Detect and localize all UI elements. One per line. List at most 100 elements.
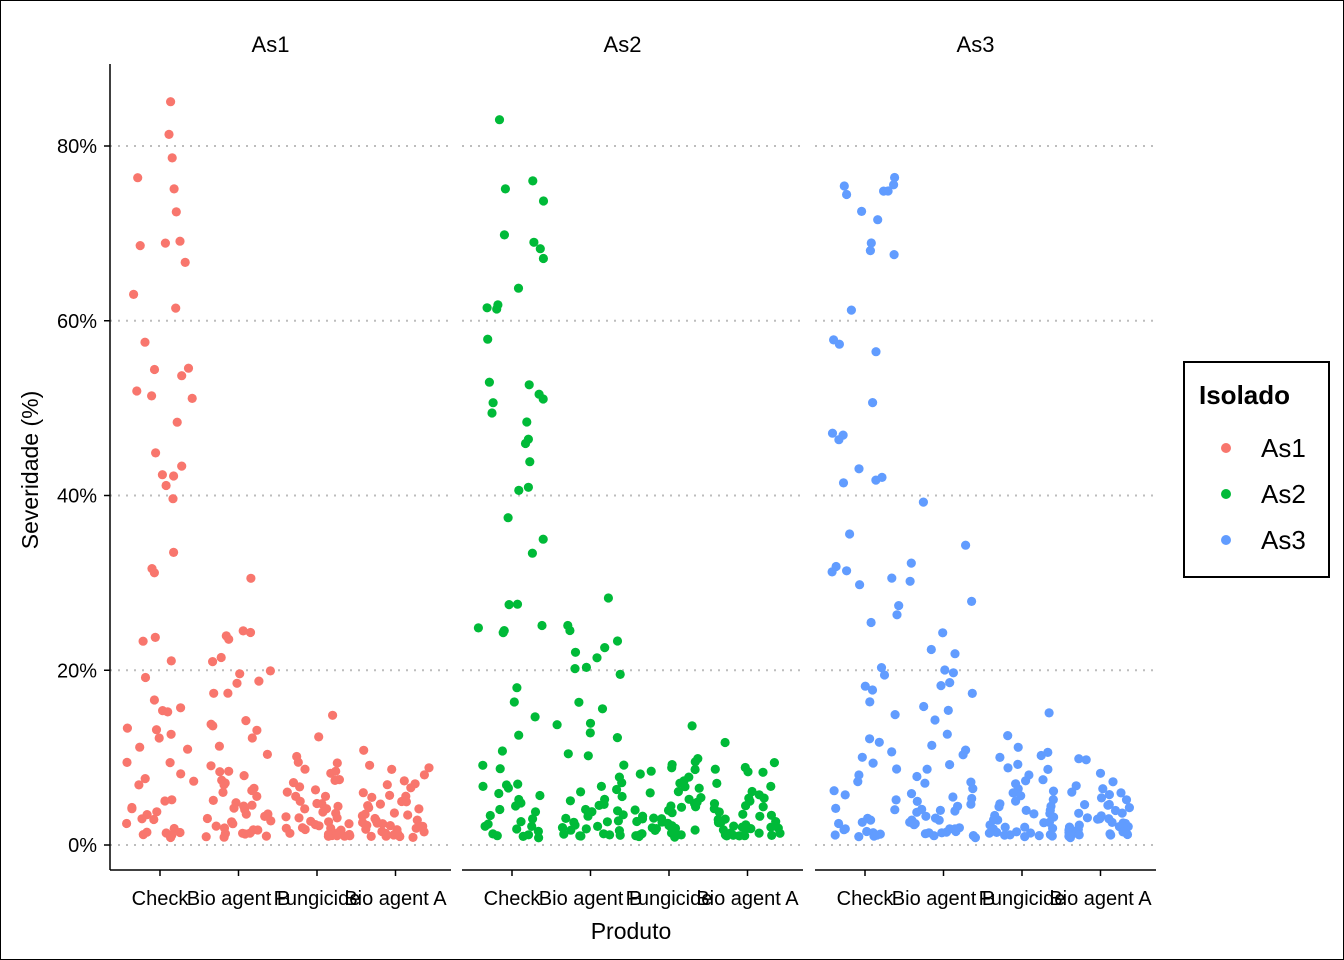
point-As2-check [510, 801, 521, 811]
point-As3-check [867, 685, 878, 695]
point-As1-check [175, 236, 185, 246]
point-As3-fungicide [1011, 796, 1021, 806]
point-As2-fungicide [667, 763, 677, 773]
point-As3-check [871, 475, 881, 485]
x-tick-label: Check [132, 888, 190, 910]
point-As3-bio-agent-a [1096, 793, 1107, 803]
point-As1-bio-agent-b [266, 816, 276, 826]
point-As2-bio-agent-a [720, 737, 730, 748]
legend-key-As2 [1221, 489, 1231, 499]
point-As1-check [134, 780, 144, 790]
point-As1-fungicide [282, 787, 292, 797]
point-As2-bio-agent-b [583, 751, 593, 761]
point-As2-bio-agent-a [743, 767, 753, 777]
point-As3-check [866, 617, 876, 628]
point-As3-check [865, 697, 875, 707]
point-As1-bio-agent-b [224, 766, 234, 776]
point-As2-check [504, 600, 514, 610]
point-As3-bio-agent-b [920, 778, 930, 788]
point-As1-bio-agent-b [228, 819, 238, 829]
point-As2-bio-agent-a [766, 822, 776, 832]
point-As3-check [834, 339, 845, 349]
point-As2-check [497, 746, 507, 756]
point-As1-bio-agent-b [208, 657, 218, 667]
point-As2-bio-agent-a [713, 818, 724, 828]
facet-label: As1 [252, 32, 290, 57]
x-tick-label: Fungicide [274, 888, 361, 910]
point-As2-bio-agent-a [720, 830, 731, 840]
point-As1-check [166, 656, 176, 666]
point-As3-check [830, 830, 840, 840]
point-As3-bio-agent-a [1064, 831, 1074, 841]
point-As1-bio-agent-b [241, 716, 251, 726]
point-As3-check [857, 752, 867, 762]
point-As2-bio-agent-b [574, 697, 584, 707]
point-As2-bio-agent-b [617, 778, 627, 788]
point-As3-bio-agent-a [1093, 814, 1103, 824]
point-As3-check [866, 238, 876, 248]
point-As3-check [889, 250, 899, 260]
point-As3-bio-agent-a [1081, 755, 1091, 765]
point-As2-check [520, 438, 531, 449]
point-As2-check [530, 712, 540, 722]
point-As2-fungicide [670, 832, 680, 842]
point-As3-check [827, 567, 837, 577]
point-As2-bio-agent-b [597, 704, 608, 714]
point-As2-bio-agent-b [581, 824, 591, 834]
point-As2-check [482, 303, 492, 313]
point-As1-bio-agent-a [406, 783, 416, 793]
point-As2-bio-agent-a [758, 802, 768, 812]
point-As1-bio-agent-a [395, 831, 405, 842]
point-As3-bio-agent-a [1074, 808, 1084, 818]
point-As2-bio-agent-b [585, 718, 596, 728]
point-As1-bio-agent-b [261, 831, 271, 841]
point-As1-bio-agent-b [232, 678, 242, 688]
x-tick-label: Bio agent B [187, 888, 290, 910]
point-As2-fungicide [635, 769, 645, 779]
point-As3-check [876, 663, 887, 673]
point-As3-bio-agent-b [927, 740, 937, 751]
point-As1-check [129, 289, 139, 299]
point-As1-bio-agent-a [408, 832, 418, 843]
legend-entries: As1 As2 As3 [1221, 433, 1306, 555]
legend-title: Isolado [1199, 380, 1290, 410]
legend-label: As2 [1261, 479, 1306, 509]
point-As1-check [171, 207, 181, 217]
point-As2-check [535, 244, 545, 254]
point-As2-fungicide [645, 788, 655, 798]
point-As3-bio-agent-a [1074, 830, 1084, 840]
point-As2-bio-agent-a [758, 767, 768, 777]
point-As2-check [512, 824, 522, 834]
point-As2-fungicide [690, 825, 700, 835]
point-As2-bio-agent-b [565, 796, 576, 806]
point-As2-bio-agent-a [741, 801, 751, 811]
point-As3-bio-agent-b [926, 644, 936, 655]
point-As3-check [892, 610, 902, 620]
point-As3-bio-agent-b [945, 678, 955, 688]
point-As1-bio-agent-b [218, 787, 228, 798]
point-As1-check [168, 494, 178, 504]
point-As3-check [865, 246, 876, 256]
point-As2-check [538, 394, 548, 404]
point-As1-check [160, 796, 170, 806]
point-As2-check [534, 833, 544, 843]
point-As2-check [473, 623, 483, 633]
point-As2-bio-agent-b [552, 720, 562, 730]
point-As3-check [890, 710, 900, 720]
grid-lines [110, 145, 1156, 846]
point-As2-check [513, 283, 524, 293]
point-As1-bio-agent-b [246, 573, 256, 583]
point-As1-check [165, 758, 175, 768]
point-As1-check [163, 707, 173, 717]
point-As2-check [530, 807, 541, 817]
point-As3-bio-agent-b [966, 799, 976, 809]
point-As1-check [172, 417, 182, 427]
point-As1-check [154, 733, 164, 743]
legend-box [1183, 361, 1330, 578]
point-As3-bio-agent-b [921, 811, 931, 821]
point-As3-check [827, 428, 838, 438]
point-As1-check [164, 129, 174, 139]
point-As1-bio-agent-b [253, 825, 263, 835]
point-As1-bio-agent-b [206, 761, 216, 771]
point-As3-bio-agent-b [942, 729, 952, 739]
